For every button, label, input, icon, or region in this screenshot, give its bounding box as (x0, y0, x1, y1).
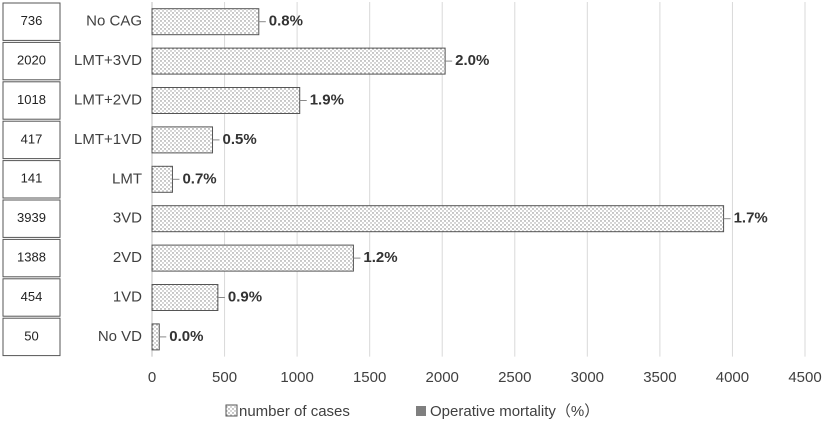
row-box (2, 238, 61, 278)
bar (151, 244, 354, 272)
x-tick-label: 4000 (716, 369, 749, 386)
x-tick-label: 3500 (643, 369, 676, 386)
category-label: No CAG (86, 13, 142, 30)
legend-label: number of cases (239, 403, 350, 420)
value-label: 1.7% (734, 210, 768, 227)
category-label: 1VD (113, 288, 142, 305)
row-count: 1018 (17, 92, 46, 107)
value-label: 1.2% (363, 249, 397, 266)
category-label: No VD (98, 328, 142, 345)
legend-swatch (416, 406, 426, 416)
category-label: 3VD (113, 210, 142, 227)
category-label: LMT (112, 170, 142, 187)
bar (151, 47, 446, 75)
bar (151, 165, 173, 193)
bar (151, 126, 214, 154)
value-label: 0.5% (223, 131, 257, 148)
x-tick-label: 1000 (280, 369, 313, 386)
row-box (2, 81, 61, 120)
bar (151, 323, 160, 351)
bar (151, 87, 301, 114)
x-tick-label: 4500 (788, 369, 821, 386)
x-tick-label: 3000 (571, 369, 604, 386)
value-label: 2.0% (455, 52, 489, 69)
row-box (2, 41, 61, 81)
value-label: 1.9% (310, 91, 344, 108)
row-box (2, 160, 61, 199)
row-count: 417 (21, 131, 43, 146)
category-label: LMT+3VD (74, 52, 142, 69)
row-box (2, 2, 61, 41)
value-label: 0.7% (182, 170, 216, 187)
x-tick-label: 1500 (353, 369, 386, 386)
value-label: 0.8% (269, 13, 303, 30)
row-count: 1388 (17, 250, 46, 265)
category-label: LMT+1VD (74, 131, 142, 148)
row-count: 454 (21, 289, 43, 304)
category-label: 2VD (113, 249, 142, 266)
value-label: 0.0% (169, 328, 203, 345)
row-box (2, 199, 61, 238)
legend-label: Operative mortality（%） (430, 403, 599, 420)
x-tick-label: 2500 (498, 369, 531, 386)
legend-swatch (225, 404, 238, 417)
row-count: 141 (21, 171, 43, 186)
bar (151, 284, 219, 311)
row-box (2, 120, 61, 160)
bar (151, 8, 260, 36)
row-box (2, 317, 61, 357)
row-count: 3939 (17, 210, 46, 225)
row-count: 50 (24, 328, 38, 343)
row-count: 2020 (17, 53, 46, 68)
row-count: 736 (21, 13, 43, 28)
row-box (2, 278, 61, 317)
x-tick-label: 2000 (426, 369, 459, 386)
x-tick-label: 500 (212, 369, 237, 386)
x-tick-label: 0 (148, 369, 156, 386)
value-label: 0.9% (228, 288, 262, 305)
category-label: LMT+2VD (74, 91, 142, 108)
bar (151, 205, 725, 233)
